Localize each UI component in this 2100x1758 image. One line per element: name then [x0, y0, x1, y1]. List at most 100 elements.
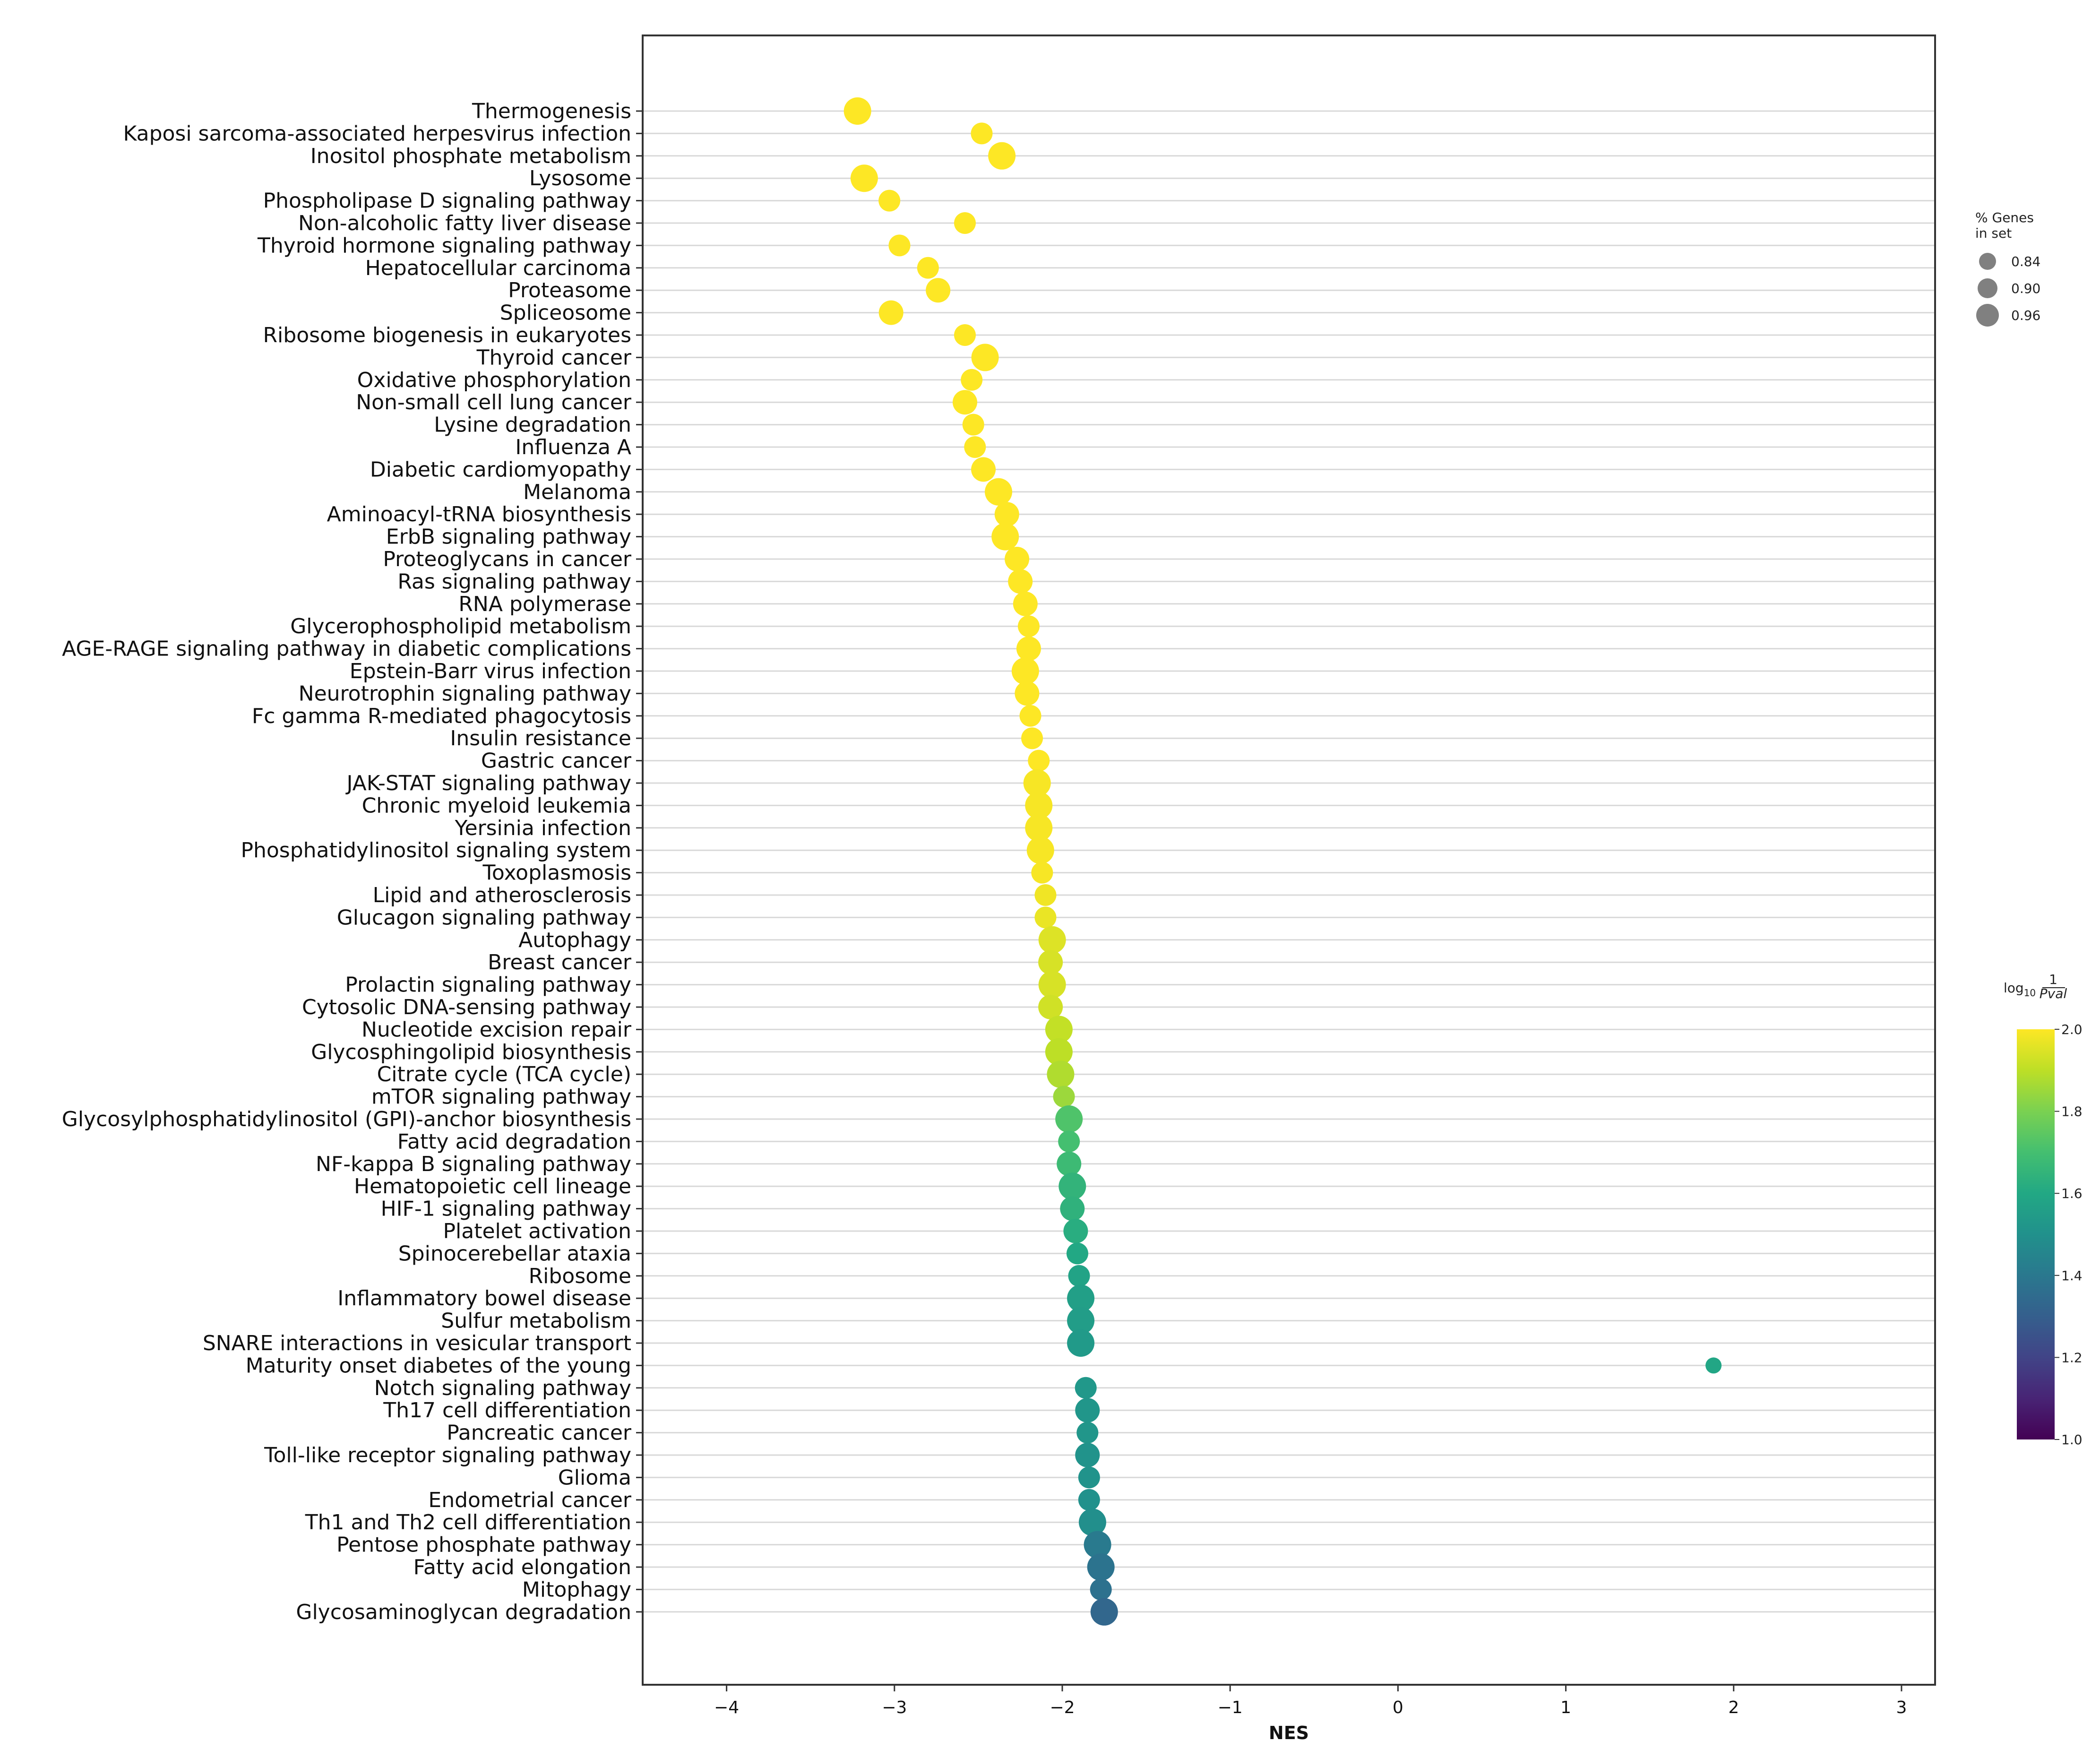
size-legend-label: 0.84	[2011, 254, 2040, 269]
data-point	[1078, 1489, 1100, 1511]
colorbar-tick-label: 1.6	[2061, 1186, 2083, 1201]
data-point	[878, 190, 901, 212]
y-tick-label: mTOR signaling pathway	[371, 1085, 631, 1109]
y-tick-label: Proteasome	[508, 278, 631, 302]
size-legend-label: 0.90	[2011, 281, 2040, 296]
y-tick-label: Lysine degradation	[434, 413, 631, 437]
data-point	[1034, 906, 1057, 929]
data-point	[1090, 1578, 1112, 1601]
y-tick-label: Ribosome biogenesis in eukaryotes	[263, 323, 631, 347]
x-axis-title: NES	[1269, 1723, 1309, 1743]
y-tick-label: Fc gamma R-mediated phagocytosis	[252, 704, 631, 728]
x-tick-label: 0	[1393, 1698, 1403, 1717]
colorbar-title-denominator: Pval	[2040, 986, 2067, 1001]
y-tick-label: Inflammatory bowel disease	[337, 1286, 631, 1310]
gridlines	[636, 110, 1935, 1613]
data-point	[994, 502, 1019, 527]
x-tick-label: 2	[1728, 1698, 1739, 1717]
y-tick-label: RNA polymerase	[458, 592, 631, 616]
y-tick-label: Notch signaling pathway	[374, 1376, 631, 1400]
y-tick-label: Influenza A	[515, 435, 631, 459]
data-point	[1015, 681, 1040, 706]
data-point	[1011, 657, 1039, 685]
colorbar-tick-label: 1.8	[2061, 1104, 2083, 1120]
y-tick-label: Cytosolic DNA-sensing pathway	[302, 995, 631, 1019]
y-tick-label: ErbB signaling pathway	[386, 525, 631, 549]
y-tick-label: Toll-like receptor signaling pathway	[264, 1443, 631, 1467]
data-point	[917, 257, 939, 279]
y-tick-label: Aminoacyl-tRNA biosynthesis	[327, 502, 631, 526]
data-point	[1023, 769, 1051, 797]
y-tick-label: Pentose phosphate pathway	[336, 1533, 631, 1557]
x-axis-ticks: −4 −3 −2 −1 0 1 2 3	[714, 1685, 1907, 1717]
data-point	[1066, 1242, 1088, 1265]
x-tick-label: −4	[714, 1698, 739, 1717]
data-point	[1021, 727, 1043, 750]
data-point	[1075, 1377, 1097, 1399]
y-tick-label: Ribosome	[529, 1264, 631, 1288]
y-tick-label: Mitophagy	[522, 1577, 631, 1602]
y-tick-label: Breast cancer	[488, 950, 632, 974]
data-point	[1038, 995, 1063, 1019]
data-point	[971, 457, 996, 482]
data-point	[1025, 792, 1053, 819]
colorbar-gradient	[2017, 1029, 2055, 1439]
data-point	[888, 234, 911, 257]
data-point	[954, 324, 976, 346]
y-tick-label: Fatty acid elongation	[413, 1555, 631, 1579]
colorbar-tick-label: 2.0	[2061, 1022, 2083, 1037]
y-tick-label: Non-alcoholic fatty liver disease	[298, 211, 631, 235]
y-tick-label: Th17 cell differentiation	[383, 1398, 631, 1422]
y-tick-label: SNARE interactions in vesicular transpor…	[203, 1331, 631, 1355]
size-legend-title-line1: % Genes	[1975, 210, 2034, 225]
data-point	[1038, 950, 1063, 975]
y-tick-label: Hematopoietic cell lineage	[354, 1174, 631, 1198]
y-tick-label: Toxoplasmosis	[482, 861, 631, 885]
y-tick-label: Autophagy	[518, 928, 631, 952]
data-points	[843, 97, 1722, 1626]
y-tick-label: Thermogenesis	[472, 99, 631, 123]
y-tick-label: Lysosome	[529, 166, 631, 190]
size-legend-title-line2: in set	[1975, 225, 2012, 241]
data-point	[1013, 591, 1038, 616]
data-point	[1705, 1357, 1722, 1374]
y-tick-label: Thyroid hormone signaling pathway	[257, 233, 631, 258]
colorbar-title: log10	[2004, 980, 2036, 999]
y-tick-label: Sulfur metabolism	[441, 1309, 631, 1333]
y-tick-label: Ras signaling pathway	[397, 569, 631, 594]
data-point	[952, 390, 977, 415]
y-tick-label: Diabetic cardiomyopathy	[370, 457, 631, 482]
y-tick-label: Kaposi sarcoma-associated herpesvirus in…	[123, 121, 631, 146]
data-point	[1087, 1553, 1115, 1581]
y-tick-label: Gastric cancer	[481, 749, 632, 773]
data-point	[1060, 1196, 1085, 1221]
data-point	[1038, 926, 1066, 954]
data-point	[1075, 1398, 1100, 1423]
data-point	[1047, 1060, 1075, 1088]
y-tick-label: Phospholipase D signaling pathway	[263, 189, 631, 213]
y-tick-label: Maturity onset diabetes of the young	[246, 1353, 631, 1378]
data-point	[1008, 569, 1033, 594]
y-tick-label: Glycosylphosphatidylinositol (GPI)-ancho…	[62, 1107, 631, 1131]
y-tick-label: Chronic myeloid leukemia	[362, 793, 631, 818]
x-tick-label: 1	[1560, 1698, 1571, 1717]
data-point	[971, 122, 993, 145]
data-point	[991, 523, 1019, 551]
y-tick-label: Glycerophospholipid metabolism	[290, 614, 631, 638]
y-tick-label: Glucagon signaling pathway	[337, 905, 631, 930]
data-point	[843, 97, 871, 125]
y-tick-label: Yersinia infection	[454, 816, 631, 840]
size-legend: % Genes in set 0.84 0.90 0.96	[1975, 210, 2040, 327]
y-tick-label: Prolactin signaling pathway	[345, 973, 631, 997]
data-point	[1078, 1508, 1106, 1536]
data-point	[1028, 750, 1050, 772]
y-tick-label: Nucleotide excision repair	[361, 1017, 632, 1042]
data-point	[961, 369, 983, 391]
data-point	[1058, 1130, 1080, 1153]
y-tick-label: JAK-STAT signaling pathway	[345, 771, 631, 795]
y-tick-label: Thyroid cancer	[476, 345, 632, 370]
data-point	[1031, 862, 1053, 884]
colorbar-tick-label: 1.4	[2061, 1268, 2083, 1284]
